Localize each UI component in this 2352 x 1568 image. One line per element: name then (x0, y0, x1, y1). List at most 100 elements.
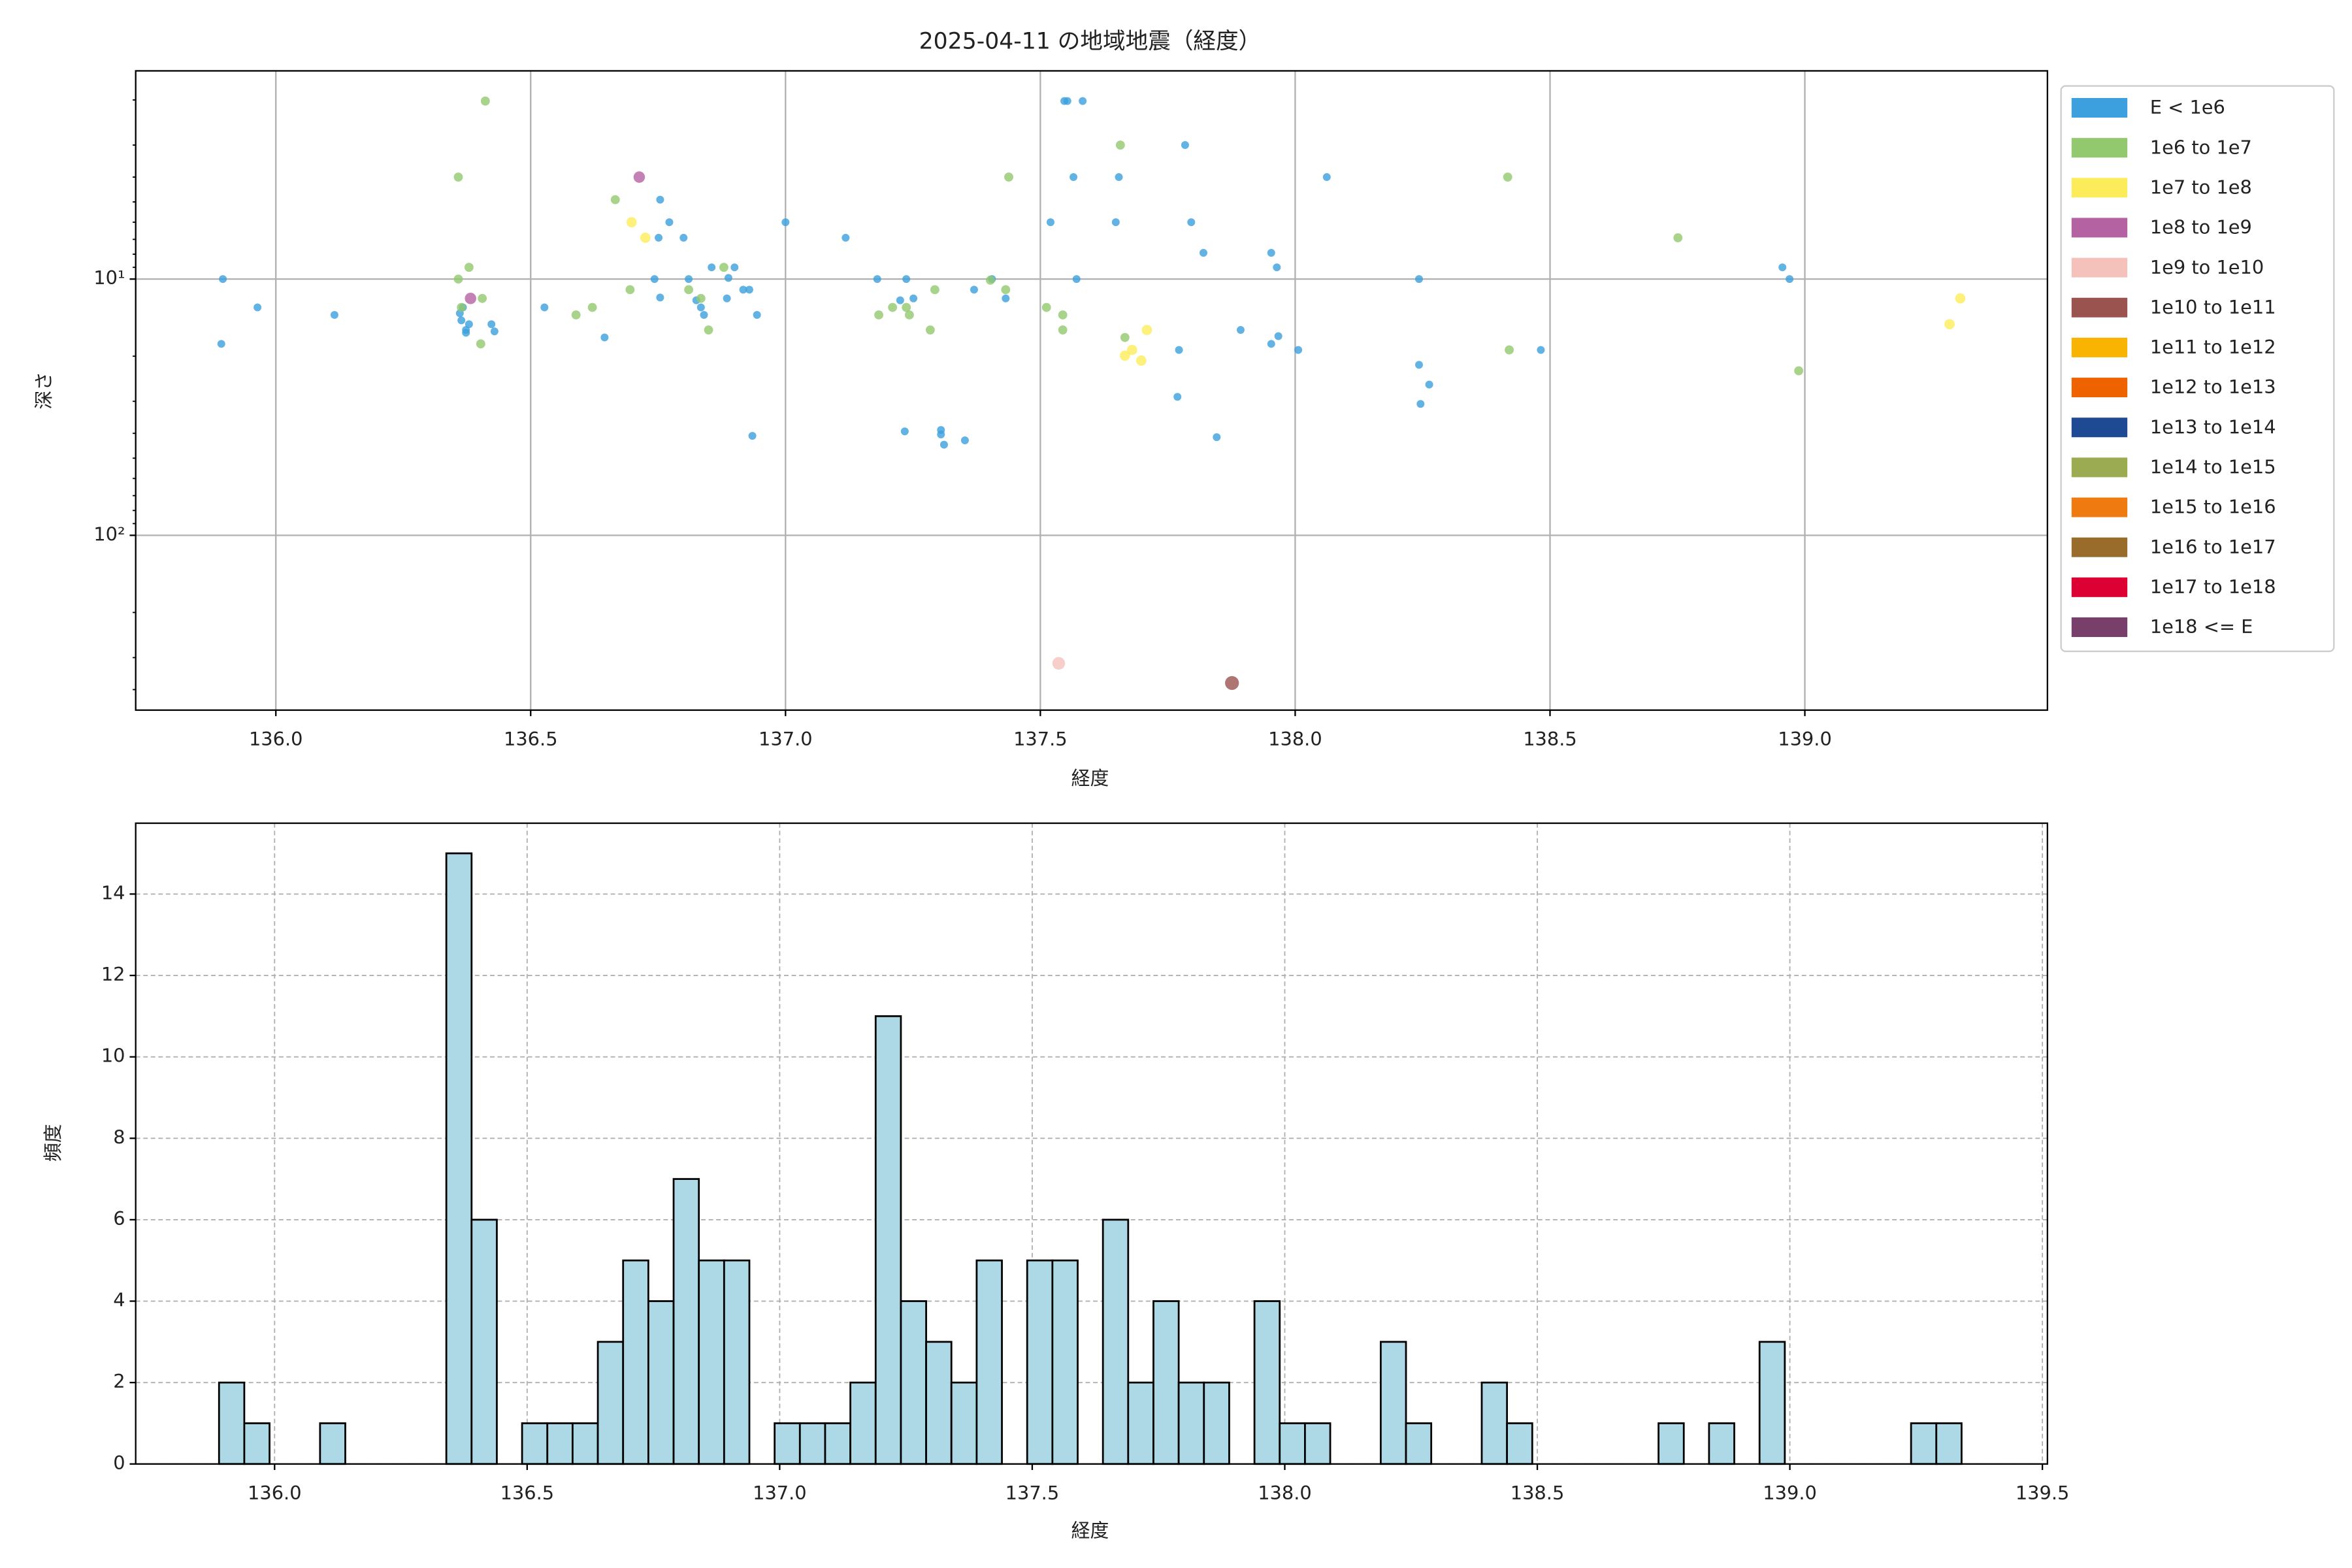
x-tick-label: 136.5 (504, 728, 558, 750)
legend-label: 1e18 <= E (2150, 615, 2253, 638)
point (1505, 345, 1514, 355)
bar (572, 1422, 599, 1465)
point (1236, 326, 1245, 335)
point (896, 296, 904, 304)
legend-label: 1e16 to 1e17 (2150, 536, 2276, 558)
bar (723, 1259, 751, 1465)
point (1537, 346, 1545, 354)
bar (596, 1341, 625, 1465)
point (1267, 248, 1275, 257)
point (571, 310, 581, 319)
bar (622, 1259, 649, 1465)
point (650, 275, 659, 284)
point (874, 310, 884, 319)
point (453, 172, 463, 182)
point (730, 263, 739, 272)
bar (1758, 1341, 1786, 1465)
point (1004, 172, 1013, 182)
bar (470, 1218, 498, 1465)
point (1041, 302, 1051, 312)
point (902, 302, 911, 312)
legend-swatch (2071, 497, 2128, 517)
point (465, 320, 473, 329)
legend-swatch (2071, 457, 2128, 478)
bar (774, 1422, 801, 1465)
y-tick-label: 6 (113, 1207, 125, 1230)
point (745, 286, 753, 294)
point (1944, 319, 1955, 330)
point (478, 293, 487, 303)
legend-label: 1e8 to 1e9 (2150, 216, 2252, 238)
point (700, 311, 708, 319)
legend-label: 1e14 to 1e15 (2150, 456, 2276, 478)
point (1063, 97, 1071, 105)
series (626, 217, 1966, 366)
series (1225, 676, 1239, 691)
legend-swatch (2071, 337, 2128, 357)
point (1115, 140, 1125, 150)
legend-swatch (2071, 417, 2128, 438)
point (902, 275, 911, 284)
x-tick-label: 139.0 (1763, 1482, 1817, 1504)
point (719, 263, 728, 272)
x-tick-label: 137.0 (753, 1482, 807, 1504)
x-tick-label: 136.5 (500, 1482, 555, 1504)
point (656, 293, 664, 302)
legend-label: 1e13 to 1e14 (2150, 416, 2276, 438)
y-tick-label: 0 (113, 1452, 125, 1474)
point (1058, 325, 1068, 335)
y-axis-label: 深さ (33, 372, 55, 410)
point (900, 427, 909, 436)
point (1052, 657, 1066, 670)
bar (218, 1381, 246, 1465)
point (909, 294, 918, 302)
x-tick-label: 136.0 (249, 728, 303, 750)
plot-frame (135, 70, 2048, 711)
point (487, 320, 496, 329)
point (960, 436, 969, 445)
point (939, 440, 948, 449)
x-tick-label: 137.5 (1005, 1482, 1060, 1504)
bar (1177, 1381, 1205, 1465)
point (665, 218, 674, 227)
x-tick-label: 139.5 (2016, 1482, 2070, 1504)
series (465, 171, 645, 304)
legend-label: 1e12 to 1e13 (2150, 376, 2276, 398)
bar (1253, 1300, 1281, 1465)
point (970, 286, 978, 294)
x-tick-label: 138.5 (1511, 1482, 1565, 1504)
point (841, 233, 850, 242)
x-tick-label: 136.0 (248, 1482, 302, 1504)
point (1200, 248, 1208, 257)
point (1274, 332, 1282, 340)
point (1225, 676, 1239, 691)
legend-label: 1e17 to 1e18 (2150, 576, 2276, 598)
bar (1279, 1422, 1306, 1465)
y-axis-label: 頻度 (42, 1124, 64, 1162)
point (1058, 310, 1068, 319)
legend-label: 1e7 to 1e8 (2150, 176, 2252, 198)
bar (1935, 1422, 1963, 1465)
bar (698, 1259, 725, 1465)
point (1126, 344, 1137, 355)
point (1120, 350, 1130, 361)
point (610, 195, 620, 204)
point (1173, 393, 1182, 401)
point (1503, 172, 1512, 182)
point (1175, 346, 1183, 354)
point (490, 327, 498, 336)
point (1414, 361, 1423, 369)
point (679, 233, 688, 242)
point (1273, 263, 1281, 272)
point (457, 316, 466, 325)
point (937, 430, 945, 438)
series (453, 96, 1804, 376)
y-tick-label: 8 (113, 1126, 125, 1148)
point (625, 285, 635, 295)
point (724, 274, 732, 282)
legend-swatch (2071, 98, 2128, 118)
point (1322, 173, 1331, 182)
point (217, 340, 225, 348)
point (633, 171, 645, 183)
